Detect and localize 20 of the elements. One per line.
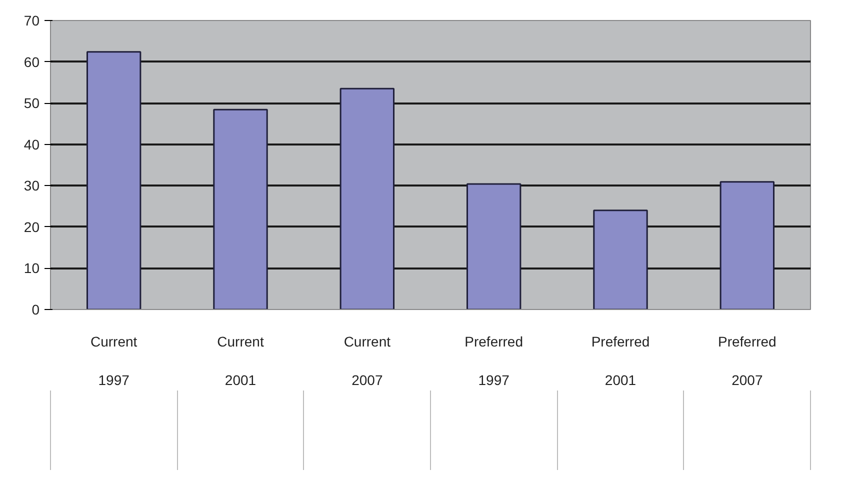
bar xyxy=(86,51,142,310)
category-label: Preferred 2007 xyxy=(718,334,776,388)
y-tick-label: 10 xyxy=(24,260,40,276)
category-label: Preferred 1997 xyxy=(464,334,524,388)
y-tick-label: 20 xyxy=(24,218,40,235)
category-label: Current 2001 xyxy=(217,334,264,388)
category-label: Current 2007 xyxy=(344,334,391,388)
y-tick-label: 30 xyxy=(24,178,40,194)
y-tick-label: 50 xyxy=(24,95,40,112)
bar xyxy=(466,183,522,310)
category-label: Preferred 2001 xyxy=(591,334,650,388)
bar xyxy=(593,210,648,310)
y-tick-label: 0 xyxy=(32,302,40,318)
bar xyxy=(720,181,775,310)
bar xyxy=(213,108,268,310)
y-tick-label: 60 xyxy=(24,54,40,70)
y-tick-label: 70 xyxy=(24,12,40,28)
category-label: Current 1997 xyxy=(90,334,138,388)
y-tick-label: 40 xyxy=(24,136,40,152)
bar xyxy=(340,88,395,310)
